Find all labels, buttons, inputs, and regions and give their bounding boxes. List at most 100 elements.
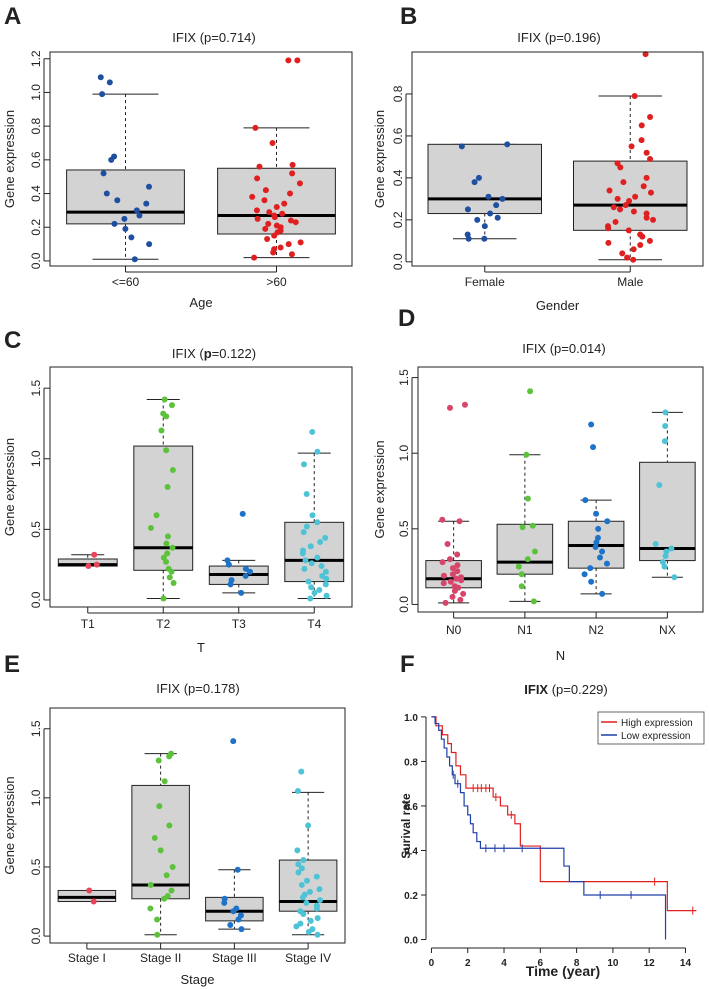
panel-e: E IFIX (p=0.178) 0.0 0.5 1.0 1.5 Gene expres… <box>2 651 346 987</box>
y-tick-label: 0.6 <box>391 127 405 144</box>
data-point <box>605 225 612 232</box>
data-point <box>156 803 163 810</box>
box <box>66 169 185 225</box>
box-group-0 <box>66 74 185 263</box>
data-point <box>663 548 670 555</box>
data-point <box>100 170 107 177</box>
plot-frame <box>49 366 353 608</box>
y-tick-label: 0.0 <box>29 252 43 269</box>
data-point <box>594 534 601 541</box>
panel-a: A IFIX (p=0.714) 0.0 0.2 0.4 0.6 0.8 1.0 1.2 Ge… <box>2 3 353 310</box>
data-point <box>314 448 321 455</box>
x-tick-label: 6 <box>538 958 544 969</box>
panel-letter-a: A <box>4 3 21 30</box>
box <box>639 461 696 562</box>
data-point <box>300 857 307 864</box>
data-point <box>305 578 312 585</box>
data-point <box>254 175 261 182</box>
data-point <box>631 93 638 100</box>
data-point <box>249 193 256 200</box>
data-point <box>234 866 241 873</box>
box <box>131 784 190 900</box>
box-group-3 <box>284 428 345 602</box>
data-point <box>271 214 278 221</box>
data-point <box>316 886 323 893</box>
data-point <box>588 578 595 585</box>
data-point <box>256 163 263 170</box>
y-axis-label: Gene expression <box>372 440 387 538</box>
data-point <box>114 197 121 204</box>
data-point <box>494 214 501 221</box>
x-tick-label: T4 <box>307 617 321 631</box>
y-tick-label: 0.2 <box>391 211 405 228</box>
x-tick-label: T1 <box>81 617 95 631</box>
data-point <box>614 195 621 202</box>
data-point <box>90 898 97 905</box>
box <box>573 160 688 231</box>
data-point <box>270 249 277 256</box>
data-point <box>643 174 650 181</box>
data-point <box>309 512 316 519</box>
data-point <box>518 583 525 590</box>
data-point <box>307 595 314 602</box>
y-tick-label: 0.8 <box>404 757 418 768</box>
data-point <box>449 593 456 600</box>
data-point <box>292 219 299 226</box>
data-point <box>604 518 611 525</box>
x-tick-label: Stage III <box>212 951 257 965</box>
data-point <box>643 214 650 221</box>
data-point <box>221 899 228 906</box>
y-tick-label: 0.0 <box>404 936 418 947</box>
data-point <box>287 217 294 224</box>
data-point <box>302 557 309 564</box>
y-axis-label: Gene expression <box>372 110 387 208</box>
data-point <box>446 404 453 411</box>
data-point <box>143 200 150 207</box>
data-point <box>169 863 176 870</box>
data-point <box>297 239 304 246</box>
data-point <box>656 481 663 488</box>
data-point <box>307 917 314 924</box>
data-point <box>168 568 175 575</box>
data-point <box>499 195 506 202</box>
box-chart-a: 0.0 0.2 0.4 0.6 0.8 1.0 1.2 Gene expression <=60… <box>2 50 353 310</box>
data-point <box>619 250 626 257</box>
data-point <box>254 215 261 222</box>
y-tick-label: 1.0 <box>397 445 411 462</box>
data-point <box>225 561 232 568</box>
data-point <box>314 931 321 938</box>
data-point <box>311 589 318 596</box>
data-point <box>308 584 315 591</box>
data-point <box>647 114 654 121</box>
x-tick-label: 2 <box>465 958 471 969</box>
data-point <box>582 497 589 504</box>
data-point <box>599 548 606 555</box>
data-point <box>323 575 330 582</box>
x-tick-label: <=60 <box>112 275 140 289</box>
panel-title-e: IFIX (p=0.178) <box>156 681 239 696</box>
data-point <box>299 894 306 901</box>
y-tick-label: 0.6 <box>29 151 43 168</box>
data-point <box>235 916 242 923</box>
data-point <box>474 216 481 223</box>
legend-label: High expression <box>621 718 693 729</box>
box-group-0 <box>57 887 117 905</box>
data-point <box>638 122 645 129</box>
data-point <box>169 544 176 551</box>
data-point <box>153 512 160 519</box>
data-point <box>154 916 161 923</box>
data-point <box>253 207 260 214</box>
data-point <box>527 388 534 395</box>
data-point <box>122 225 129 232</box>
data-point <box>449 565 456 572</box>
data-point <box>271 232 278 239</box>
x-tick-label: 10 <box>607 958 619 969</box>
data-point <box>662 553 669 560</box>
data-point <box>628 143 635 150</box>
y-axis-label: Gene expression <box>2 776 17 874</box>
data-point <box>626 197 633 204</box>
data-point <box>161 895 168 902</box>
data-point <box>163 558 170 565</box>
data-point <box>294 787 301 794</box>
data-point <box>529 522 536 529</box>
